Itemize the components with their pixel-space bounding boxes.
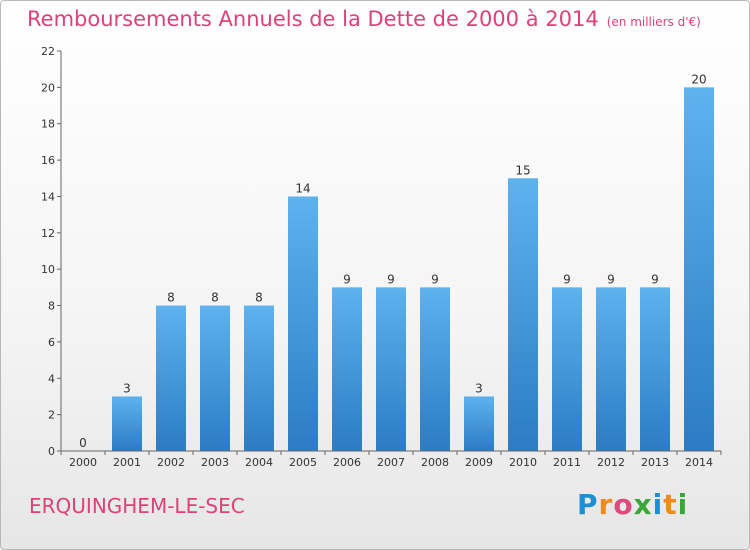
x-tick-label: 2000 [69, 456, 97, 469]
bars-group [112, 87, 714, 452]
y-tick-label: 8 [48, 300, 55, 313]
y-tick-label: 10 [41, 263, 55, 276]
data-label: 9 [607, 272, 615, 286]
y-tick-label: 18 [41, 118, 55, 131]
x-tick-label: 2009 [465, 456, 493, 469]
x-tick-label: 2010 [509, 456, 537, 469]
y-tick-label: 20 [41, 81, 55, 94]
y-tick-label: 16 [41, 154, 55, 167]
data-label: 9 [387, 272, 395, 286]
bar [332, 287, 362, 451]
bar [420, 287, 450, 451]
x-tick-label: 2001 [113, 456, 141, 469]
x-tick-label: 2003 [201, 456, 229, 469]
logo-letter: i [677, 488, 689, 521]
axes-group: 2000 2001 2002 2003 2004 2005 2006 2007 2008 2009… [41, 45, 722, 469]
x-tick-label: 2013 [641, 456, 669, 469]
data-label: 9 [563, 272, 571, 286]
data-label: 14 [295, 181, 310, 195]
x-tick-label: 2008 [421, 456, 449, 469]
logo-letter: r [598, 488, 614, 521]
data-label: 15 [515, 163, 530, 177]
y-tick-label: 6 [48, 336, 55, 349]
bar [640, 287, 670, 451]
bar [596, 287, 626, 451]
x-tick-label: 2006 [333, 456, 361, 469]
bar [200, 305, 230, 451]
logo-letter: i [652, 488, 664, 521]
x-tick-label: 2012 [597, 456, 625, 469]
data-labels-group: 0 3 8 8 8 14 9 9 9 3 15 9 9 9 20 [79, 72, 706, 450]
data-label: 9 [651, 272, 659, 286]
bar [156, 305, 186, 451]
proxiti-logo: Proxiti [577, 488, 688, 521]
bar [508, 178, 538, 452]
bar [464, 396, 494, 451]
data-label: 8 [167, 291, 175, 305]
data-label: 8 [255, 291, 263, 305]
logo-letter: x [633, 488, 653, 521]
bar [288, 196, 318, 451]
data-label: 9 [343, 272, 351, 286]
data-label: 3 [123, 381, 131, 395]
y-tick-label: 14 [41, 190, 55, 203]
x-tick-label: 2014 [685, 456, 713, 469]
x-tick-label: 2011 [553, 456, 581, 469]
y-tick-label: 12 [41, 227, 55, 240]
x-tick-label: 2004 [245, 456, 273, 469]
bar [684, 87, 714, 451]
x-tick-label: 2005 [289, 456, 317, 469]
y-tick-label: 2 [48, 409, 55, 422]
logo-letter: t [663, 488, 678, 521]
commune-name: ERQUINGHEM-LE-SEC [29, 494, 245, 518]
x-tick-label: 2007 [377, 456, 405, 469]
bar [112, 396, 142, 451]
y-tick-label: 4 [48, 372, 55, 385]
bar [244, 305, 274, 451]
logo-letter: o [613, 488, 634, 521]
chart-title: Remboursements Annuels de la Dette de 20… [27, 7, 701, 31]
chart-title-text: Remboursements Annuels de la Dette de 20… [27, 7, 599, 31]
logo-letter: P [577, 488, 599, 521]
bar [376, 287, 406, 451]
y-tick-label: 0 [48, 445, 55, 458]
data-label: 9 [431, 272, 439, 286]
data-label: 8 [211, 291, 219, 305]
data-label: 3 [475, 381, 483, 395]
y-tick-label: 22 [41, 45, 55, 58]
bar [552, 287, 582, 451]
data-label: 0 [79, 436, 87, 450]
data-label: 20 [691, 72, 706, 86]
x-tick-label: 2002 [157, 456, 185, 469]
chart-unit-note: (en milliers d'€) [606, 15, 701, 29]
